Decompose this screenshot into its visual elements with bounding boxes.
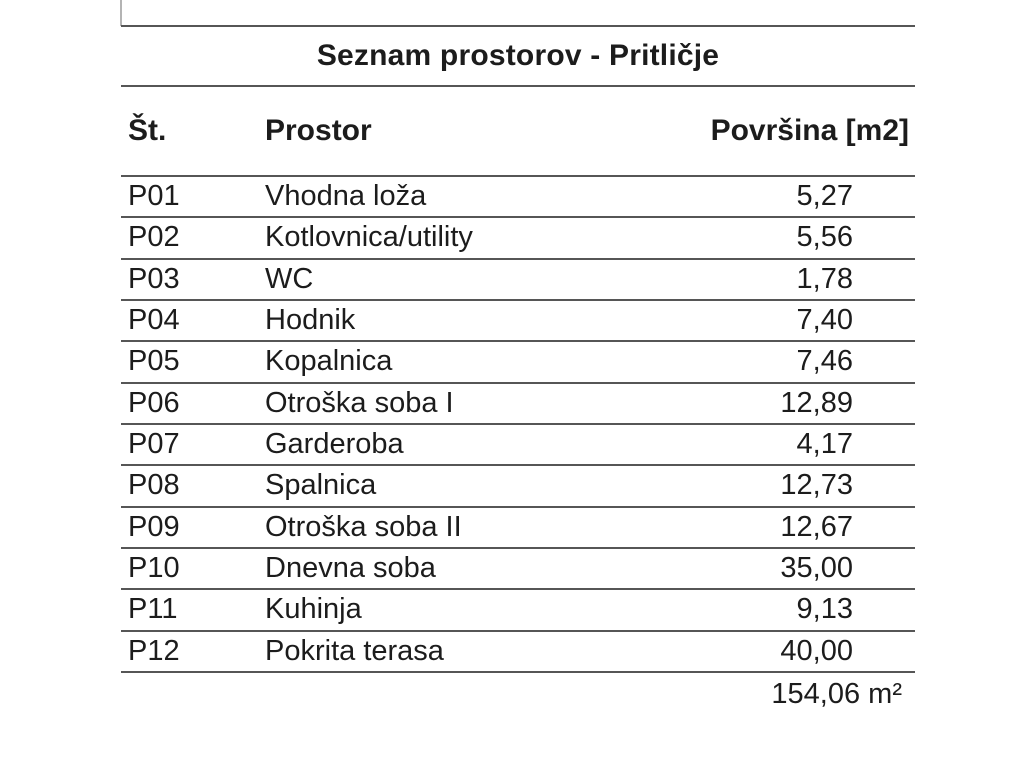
table-row: P07 Garderoba 4,17 bbox=[121, 425, 915, 467]
room-name-cell: Kuhinja bbox=[265, 593, 362, 626]
room-number-cell: P10 bbox=[128, 552, 180, 585]
room-name-cell: Kopalnica bbox=[265, 345, 393, 378]
room-name-cell: Kotlovnica/utility bbox=[265, 221, 473, 254]
room-area-cell: 5,27 bbox=[796, 180, 853, 213]
room-name-cell: Hodnik bbox=[265, 304, 356, 337]
table-row: P04 Hodnik 7,40 bbox=[121, 301, 915, 343]
room-number-cell: P04 bbox=[128, 304, 180, 337]
table-row: P12 Pokrita terasa 40,00 bbox=[121, 632, 915, 673]
header-room: Prostor bbox=[265, 114, 372, 147]
room-number-cell: P12 bbox=[128, 634, 180, 667]
room-name-cell: Dnevna soba bbox=[265, 552, 436, 585]
room-name-cell: WC bbox=[265, 262, 314, 295]
page-crop-line bbox=[120, 0, 122, 26]
room-area-cell: 40,00 bbox=[780, 634, 853, 667]
total-area: 154,06 m² bbox=[771, 678, 902, 711]
room-area-cell: 7,46 bbox=[796, 345, 853, 378]
room-area-cell: 12,89 bbox=[780, 386, 853, 419]
room-number-cell: P06 bbox=[128, 386, 180, 419]
room-number-cell: P08 bbox=[128, 469, 180, 502]
room-area-cell: 35,00 bbox=[780, 552, 853, 585]
room-number-cell: P11 bbox=[128, 593, 178, 626]
header-area: Površina [m2] bbox=[710, 114, 909, 147]
header-number: Št. bbox=[128, 114, 167, 147]
room-name-cell: Otroška soba I bbox=[265, 386, 454, 419]
room-number-cell: P03 bbox=[128, 262, 180, 295]
room-area-cell: 4,17 bbox=[796, 428, 853, 461]
room-area-cell: 9,13 bbox=[796, 593, 853, 626]
room-number-cell: P07 bbox=[128, 428, 180, 461]
room-number-cell: P05 bbox=[128, 345, 180, 378]
room-area-cell: 5,56 bbox=[796, 221, 853, 254]
table-row: P03 WC 1,78 bbox=[121, 260, 915, 301]
room-area-cell: 1,78 bbox=[796, 262, 853, 295]
table-header-row: Št. Prostor Površina [m2] bbox=[121, 87, 915, 177]
room-area-cell: 12,73 bbox=[780, 469, 853, 502]
table-title: Seznam prostorov - Pritličje bbox=[121, 25, 915, 87]
room-area-cell: 7,40 bbox=[796, 304, 853, 337]
table-row: P05 Kopalnica 7,46 bbox=[121, 342, 915, 384]
table-row: P02 Kotlovnica/utility 5,56 bbox=[121, 218, 915, 260]
room-name-cell: Otroška soba II bbox=[265, 510, 462, 543]
table-row: P08 Spalnica 12,73 bbox=[121, 466, 915, 508]
room-name-cell: Spalnica bbox=[265, 469, 377, 502]
table-body: P01 Vhodna loža 5,27 P02 Kotlovnica/util… bbox=[121, 177, 915, 673]
room-name-cell: Garderoba bbox=[265, 428, 404, 461]
table-row: P10 Dnevna soba 35,00 bbox=[121, 549, 915, 591]
room-number-cell: P01 bbox=[128, 180, 180, 213]
table-row: P01 Vhodna loža 5,27 bbox=[121, 177, 915, 219]
table-row: P11 Kuhinja 9,13 bbox=[121, 590, 915, 632]
room-name-cell: Vhodna loža bbox=[265, 180, 427, 213]
room-area-cell: 12,67 bbox=[780, 510, 853, 543]
table-row: P06 Otroška soba I 12,89 bbox=[121, 384, 915, 425]
room-name-cell: Pokrita terasa bbox=[265, 634, 444, 667]
table-row: P09 Otroška soba II 12,67 bbox=[121, 508, 915, 549]
room-number-cell: P02 bbox=[128, 221, 180, 254]
room-list-table: Seznam prostorov - Pritličje Št. Prostor… bbox=[121, 25, 915, 717]
room-number-cell: P09 bbox=[128, 510, 180, 543]
